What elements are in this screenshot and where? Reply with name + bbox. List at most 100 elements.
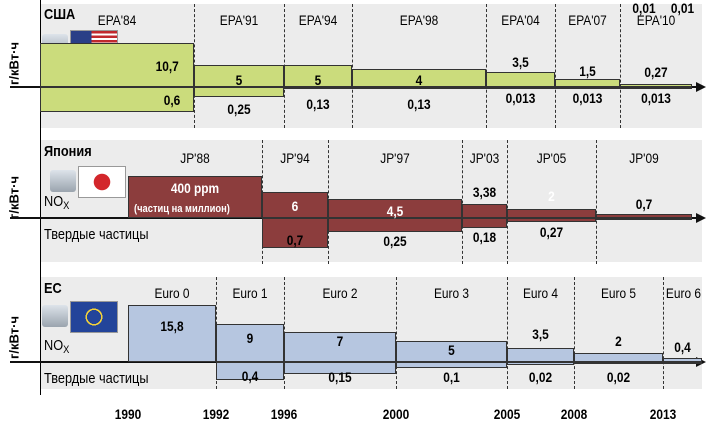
pm-bar (216, 362, 284, 380)
nox-label: NOX (44, 337, 70, 356)
pm-bar (555, 87, 620, 89)
standard-label: Euro 4 (522, 285, 559, 301)
standard-label: EPA'04 (501, 12, 540, 28)
nox-value: 2 (615, 333, 622, 349)
nox-value: 3,5 (512, 54, 529, 70)
nox-value: 15,8 (160, 318, 184, 334)
nox-value: 0,27 (644, 64, 668, 80)
nox-bar (284, 332, 396, 362)
nox-bar (216, 324, 284, 362)
pm-bar (284, 87, 352, 89)
nox-value: 3,5 (532, 326, 549, 342)
pm-value: 0,1 (443, 369, 460, 385)
pm-label: Твердые частицы (44, 370, 149, 387)
nox-note: (частиц на миллион) (134, 203, 230, 215)
pm-value: 0,7 (286, 232, 304, 248)
year-label: 1996 (270, 406, 298, 422)
pm-value: 0,013 (505, 90, 536, 106)
standard-label: EPA'07 (568, 12, 607, 28)
nox-value: 0,7 (635, 196, 653, 212)
nox-value: 5 (314, 72, 322, 88)
nox-bar (128, 305, 216, 362)
pm-bar (284, 362, 396, 374)
left-axis (40, 0, 41, 395)
year-label: 2000 (382, 406, 410, 422)
standard-label: JP'09 (629, 150, 659, 166)
standard-label: EPA'98 (399, 12, 439, 28)
nox-bar (663, 358, 702, 362)
standard-label: EPA'94 (298, 12, 338, 28)
nox-bar (462, 204, 507, 218)
nox-bar (507, 348, 574, 362)
truck-icon (50, 170, 76, 192)
standard-label: JP'94 (280, 150, 310, 166)
nox-bar (620, 84, 692, 87)
pm-label: Твердые частицы (44, 226, 149, 243)
nox-value: 4,5 (386, 203, 404, 219)
standard-label: JP'03 (469, 150, 500, 166)
pm-value: 0,13 (407, 96, 431, 112)
pm-bar (620, 87, 692, 89)
nox-value: 2 (548, 188, 555, 204)
nox-subscript: X (63, 344, 70, 356)
pm-value: 0,25 (383, 233, 407, 249)
standard-label: Euro 2 (322, 285, 358, 301)
japan-region-title: Япония (44, 143, 92, 160)
pm-bar (663, 362, 702, 364)
pm-bar (262, 218, 328, 248)
nox-value: 0,4 (674, 339, 691, 355)
pm-value: 0,25 (227, 101, 251, 117)
truck-icon (42, 305, 68, 327)
column-divider (663, 277, 664, 389)
column-divider (507, 140, 508, 264)
nox-bar (262, 192, 328, 218)
pm-bar (40, 87, 194, 112)
standard-label: JP'05 (536, 150, 567, 166)
year-label: 2005 (493, 406, 521, 422)
column-divider (396, 277, 397, 389)
usa-region-title: США (44, 6, 76, 23)
nox-value: 4 (415, 72, 423, 88)
standard-label: Euro 1 (232, 285, 268, 301)
pm-bar (396, 362, 507, 368)
nox-bar (574, 353, 663, 362)
nox-label: NOX (44, 193, 70, 212)
nox-value: 400 ppm (170, 180, 220, 196)
nox-bar (194, 65, 284, 87)
pm-value: 0,27 (539, 224, 564, 240)
column-divider (486, 4, 487, 128)
eu-region-title: ЕС (44, 280, 62, 297)
axis-arrow-icon (696, 82, 706, 92)
nox-bar (396, 341, 507, 362)
standard-label: Euro 3 (433, 285, 470, 301)
pm-value: 0,02 (606, 369, 631, 385)
pm-bar (507, 362, 574, 365)
column-divider (462, 140, 463, 264)
year-label: 2013 (649, 406, 677, 422)
standard-label: JP'97 (380, 150, 410, 166)
pm-bar (352, 87, 486, 89)
nox-bar (40, 43, 194, 87)
column-divider (620, 4, 621, 128)
unit-label: г/кВт·ч (6, 316, 22, 359)
pm-value: 0,01 (632, 0, 656, 16)
nox-bar (486, 72, 555, 87)
pm-bar (507, 218, 596, 222)
standard-label: Euro 6 (665, 285, 701, 301)
pm-bar (462, 218, 507, 228)
nox-bar (128, 176, 262, 218)
pm-bar (574, 362, 663, 364)
axis-arrow-icon (696, 213, 706, 223)
year-label: 1990 (114, 406, 142, 422)
japan-flag-icon (78, 166, 126, 198)
eu-flag-icon (70, 301, 118, 333)
column-divider (555, 4, 556, 128)
nox-subscript: X (63, 200, 70, 212)
nox-value: 5 (235, 72, 243, 88)
standard-label: EPA'10 (636, 12, 676, 28)
standard-label: Euro 5 (600, 285, 637, 301)
pm-value: 0,01 (670, 0, 695, 16)
nox-value: 1,5 (579, 63, 596, 79)
pm-value: 0,013 (572, 90, 603, 106)
